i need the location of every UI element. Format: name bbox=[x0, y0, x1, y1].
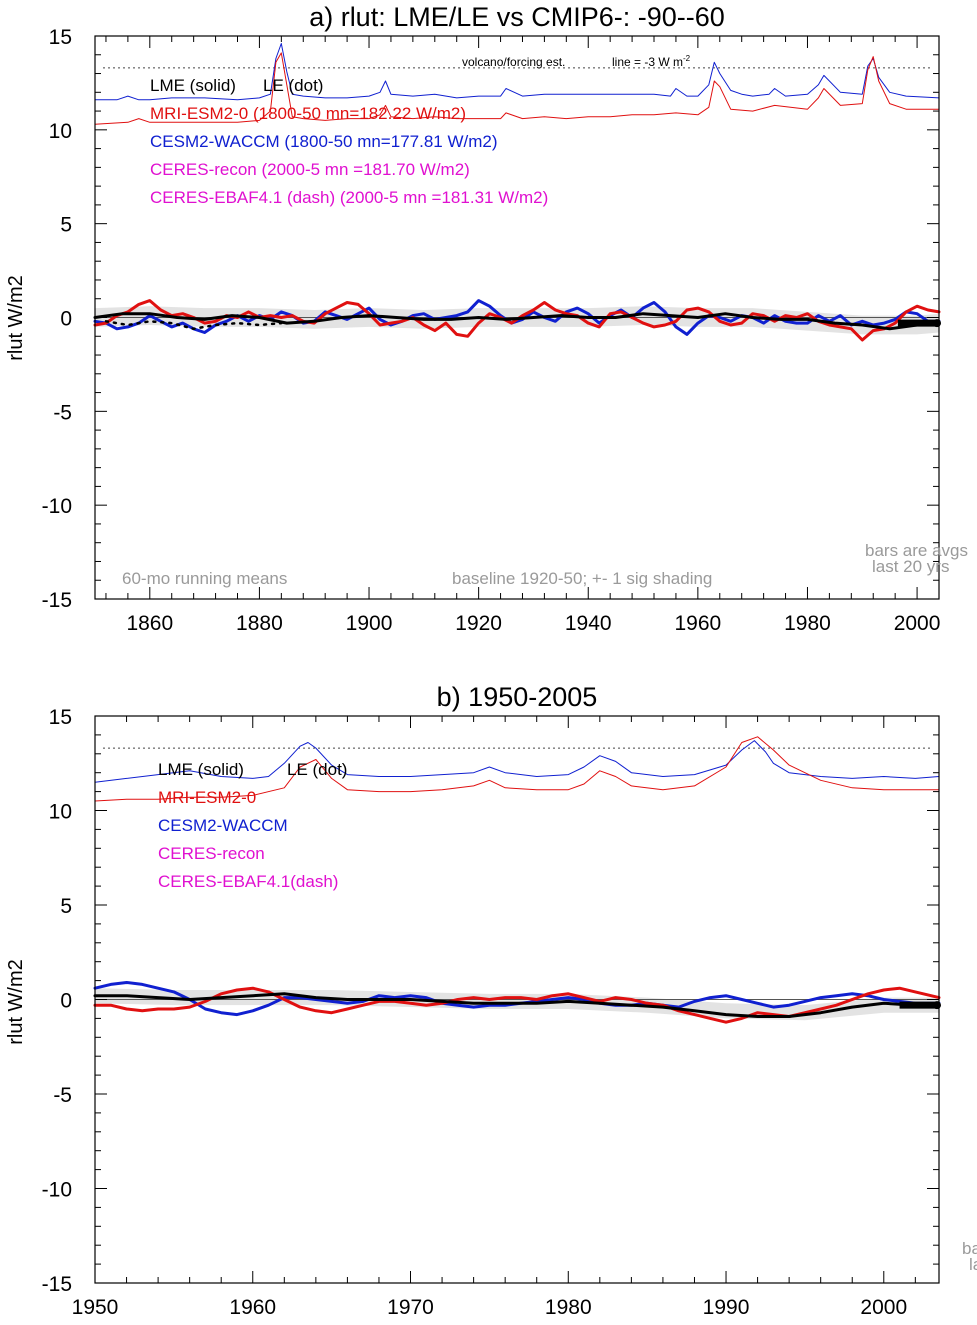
last-20yr-bar-end bbox=[933, 1001, 941, 1010]
legend-a-cesm: CESM2-WACCM (1800-50 mn=177.81 W/m2) bbox=[150, 132, 498, 151]
series-cesm2-waccm-forcing bbox=[94, 43, 940, 101]
series-le bbox=[104, 320, 283, 331]
legend-b-ceres-recon: CERES-recon bbox=[158, 844, 265, 863]
x-tick-label: 1880 bbox=[236, 612, 283, 635]
last-20yr-bar-end bbox=[933, 319, 941, 328]
y-tick-label: 15 bbox=[49, 706, 72, 729]
running-means-note: 60-mo running means bbox=[122, 569, 287, 588]
series-mri-esm2-0-forcing bbox=[94, 52, 940, 125]
legend-b-cesm: CESM2-WACCM bbox=[158, 816, 288, 835]
x-tick-label: 1970 bbox=[387, 1296, 434, 1319]
y-tick-label: 0 bbox=[60, 990, 72, 1013]
panel-a-axes: -15 -10 -5 0 5 10 15 1860 1880 1900 1920 1940 1960 19… bbox=[42, 26, 941, 635]
legend-a-mri: MRI-ESM2-0 (1800-50 mn=182.22 W/m2) bbox=[150, 104, 466, 123]
panel-a-legend: LME (solid) LE (dot) MRI-ESM2-0 (1800-50… bbox=[150, 76, 548, 207]
legend-b-ceres-ebaf: CERES-EBAF4.1(dash) bbox=[158, 872, 338, 891]
x-tick-label: 1980 bbox=[545, 1296, 592, 1319]
panel-b: b) 1950-2005 rlut W/m2 -15 -10 -5 0 5 10 15 195… bbox=[5, 682, 977, 1319]
series-lme bbox=[93, 312, 941, 331]
panel-b-series bbox=[93, 736, 941, 1024]
x-tick-label: 1980 bbox=[784, 612, 831, 635]
series-lme bbox=[93, 992, 941, 1018]
panel-b-ylabel: rlut W/m2 bbox=[5, 959, 27, 1045]
y-tick-label: 5 bbox=[60, 895, 72, 918]
legend-a-ceres-recon: CERES-recon (2000-5 mn =181.70 W/m2) bbox=[150, 160, 470, 179]
y-tick-label: -10 bbox=[42, 495, 72, 518]
x-tick-label: 2000 bbox=[860, 1296, 907, 1319]
x-tick-label: 1960 bbox=[674, 612, 721, 635]
y-tick-label: 10 bbox=[49, 801, 72, 824]
x-tick-label: 1940 bbox=[565, 612, 612, 635]
x-tick-label: 1950 bbox=[72, 1296, 119, 1319]
x-tick-label: 2000 bbox=[894, 612, 941, 635]
reference-line-label-text: line = -3 W m bbox=[612, 55, 683, 69]
baseline-note: baseline 1920-50; +- 1 sig shading bbox=[452, 569, 712, 588]
legend-b-le: LE (dot) bbox=[287, 760, 347, 779]
bars-note-line1: bars are avgs bbox=[865, 541, 968, 560]
legend-b-mri: MRI-ESM2-0 bbox=[158, 788, 256, 807]
x-tick-label: 1860 bbox=[126, 612, 173, 635]
y-tick-label: -10 bbox=[42, 1179, 72, 1202]
series-mri-esm2-0-forcing bbox=[94, 736, 940, 802]
panel-a-title: a) rlut: LME/LE vs CMIP6-: -90--60 bbox=[309, 2, 725, 32]
panel-a-series bbox=[93, 43, 941, 342]
legend-a-ceres-ebaf: CERES-EBAF4.1 (dash) (2000-5 mn =181.31 … bbox=[150, 188, 548, 207]
y-tick-label: -5 bbox=[53, 1084, 72, 1107]
panel-b-legend: LME (solid) LE (dot) MRI-ESM2-0 CESM2-WA… bbox=[158, 760, 347, 891]
x-tick-label: 1960 bbox=[229, 1296, 276, 1319]
x-tick-label: 1990 bbox=[703, 1296, 750, 1319]
y-tick-label: 10 bbox=[49, 120, 72, 143]
series-cesm2-waccm-forcing bbox=[94, 740, 940, 783]
y-tick-label: 15 bbox=[49, 26, 72, 49]
y-tick-label: 5 bbox=[60, 214, 72, 237]
bars-note-line2: last 20 yrs bbox=[872, 557, 949, 576]
bars-note-b-line2: last 20 yrs bbox=[969, 1255, 977, 1274]
legend-b-lme: LME (solid) bbox=[158, 760, 244, 779]
x-tick-label: 1900 bbox=[346, 612, 393, 635]
panel-a-ylabel: rlut W/m2 bbox=[5, 275, 27, 361]
y-tick-label: -15 bbox=[42, 1273, 72, 1296]
reference-line-label: line = -3 W m-2 bbox=[612, 54, 691, 69]
volcano-label: volcano/forcing est. bbox=[462, 55, 565, 69]
y-tick-label: -5 bbox=[53, 401, 72, 424]
x-tick-label: 1920 bbox=[455, 612, 502, 635]
legend-a-le: LE (dot) bbox=[263, 76, 323, 95]
bars-note-b-line1: bars are avgs bbox=[962, 1239, 977, 1258]
reference-line-label-sup: -2 bbox=[683, 54, 691, 63]
panel-b-title: b) 1950-2005 bbox=[437, 682, 598, 712]
panel-a: a) rlut: LME/LE vs CMIP6-: -90--60 rlut … bbox=[5, 2, 968, 635]
panel-b-axes: -15 -10 -5 0 5 10 15 1950 1960 1970 1980 1990 2000 bbox=[42, 706, 940, 1319]
y-tick-label: -15 bbox=[42, 589, 72, 612]
y-tick-label: 0 bbox=[60, 308, 72, 331]
legend-a-lme: LME (solid) bbox=[150, 76, 236, 95]
